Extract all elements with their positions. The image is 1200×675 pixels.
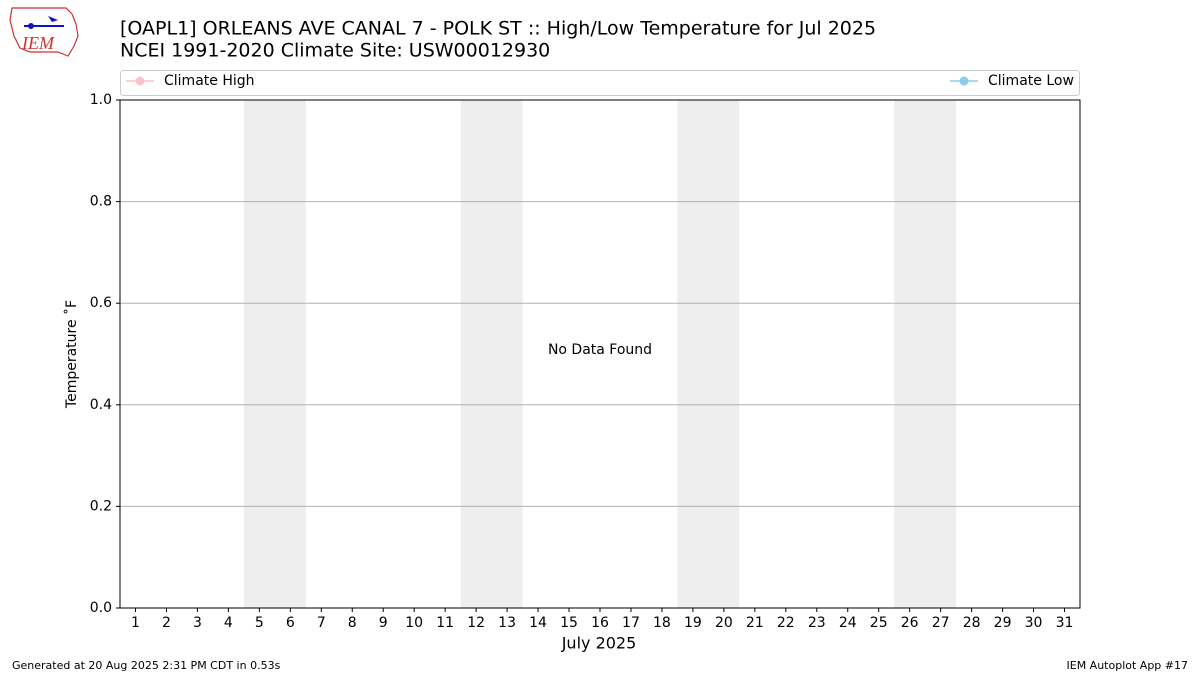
y-tick-label: 0.4 <box>90 397 112 413</box>
logo-text: IEM <box>21 33 55 53</box>
x-tick-label: 14 <box>529 615 547 631</box>
legend-box <box>120 70 1080 96</box>
x-tick-label: 5 <box>255 615 264 631</box>
x-tick-label: 21 <box>746 615 764 631</box>
plot-frame <box>119 99 1081 609</box>
x-tick-label: 31 <box>1056 615 1074 631</box>
footer-left: Generated at 20 Aug 2025 2:31 PM CDT in … <box>12 659 281 672</box>
x-tick-label: 22 <box>777 615 795 631</box>
legend-label: Climate Low <box>988 73 1074 89</box>
x-tick-label: 23 <box>808 615 826 631</box>
x-tick-label: 30 <box>1025 615 1043 631</box>
x-tick-label: 12 <box>467 615 485 631</box>
x-tick-label: 3 <box>193 615 202 631</box>
x-tick-label: 15 <box>560 615 578 631</box>
x-tick-label: 24 <box>839 615 857 631</box>
x-tick-label: 13 <box>498 615 516 631</box>
x-tick-label: 19 <box>684 615 702 631</box>
x-tick-label: 20 <box>715 615 733 631</box>
y-tick-label: 0.8 <box>90 194 112 210</box>
x-tick-label: 27 <box>932 615 950 631</box>
x-tick-label: 26 <box>901 615 919 631</box>
chart-title: [OAPL1] ORLEANS AVE CANAL 7 - POLK ST ::… <box>120 18 876 40</box>
weekend-band <box>243 100 306 608</box>
footer-right: IEM Autoplot App #17 <box>1067 659 1189 672</box>
y-tick-label: 0.6 <box>90 295 112 311</box>
weekend-band <box>460 100 523 608</box>
chart-subtitle: NCEI 1991-2020 Climate Site: USW00012930 <box>120 40 550 62</box>
x-tick-label: 29 <box>994 615 1012 631</box>
weekend-band <box>677 100 740 608</box>
x-axis-label: July 2025 <box>561 634 637 653</box>
x-tick-label: 1 <box>131 615 140 631</box>
legend-marker <box>135 76 145 86</box>
legend-marker <box>959 76 969 86</box>
y-tick-label: 1.0 <box>90 92 112 108</box>
y-axis-label: Temperature ˚F <box>63 300 80 409</box>
annotation: No Data Found <box>548 342 652 358</box>
x-tick-label: 8 <box>348 615 357 631</box>
y-tick-label: 0.2 <box>90 498 112 514</box>
x-tick-label: 7 <box>317 615 326 631</box>
x-tick-label: 17 <box>622 615 640 631</box>
legend-label: Climate High <box>164 73 255 89</box>
x-tick-label: 16 <box>591 615 609 631</box>
weekend-band <box>894 100 957 608</box>
x-tick-label: 6 <box>286 615 295 631</box>
x-tick-label: 10 <box>405 615 423 631</box>
x-tick-label: 28 <box>963 615 981 631</box>
y-tick-label: 0.0 <box>90 600 112 616</box>
x-tick-label: 4 <box>224 615 233 631</box>
x-tick-label: 25 <box>870 615 888 631</box>
x-tick-label: 2 <box>162 615 171 631</box>
x-tick-label: 11 <box>436 615 454 631</box>
logo: IEM <box>9 7 79 57</box>
x-tick-label: 18 <box>653 615 671 631</box>
x-tick-label: 9 <box>379 615 388 631</box>
